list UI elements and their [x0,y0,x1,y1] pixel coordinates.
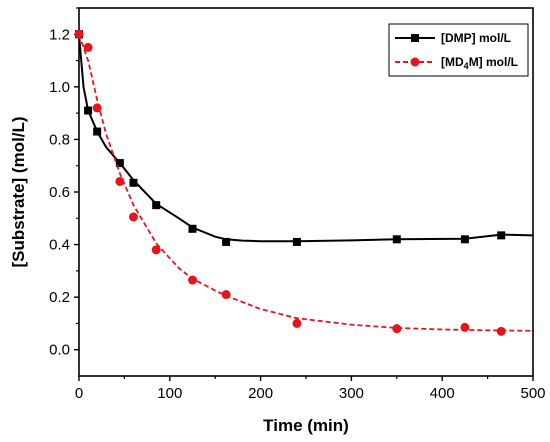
data-point [497,231,506,240]
axes: 0 100 200 300 400 500 0.0 0.2 0.4 0.6 0.8 1.0 1.2 [49,7,546,402]
x-tick-label: 0 [75,385,83,402]
data-point [128,212,138,222]
data-point [292,237,301,246]
data-point [392,235,401,244]
legend-item: [DMP] mol/L [395,31,511,45]
data-point [188,224,197,233]
x-tick-label: 400 [430,385,455,402]
y-axis-title: [Substrate] (mol/L) [9,116,28,267]
y-tick-label: 0.4 [49,237,70,254]
y-tick-label: 1.0 [49,79,70,96]
y-tick-label: 1.2 [49,26,70,43]
data-point [115,176,125,186]
data-point [115,159,124,168]
data-point [460,322,470,332]
data-point [188,275,197,285]
data-point [460,235,469,244]
series-fit-line [78,34,534,332]
data-point [151,245,161,255]
y-tick-label: 0.2 [49,289,70,306]
legend-label: [DMP] mol/L [441,31,511,45]
data-point [74,29,84,39]
data-point [392,324,402,334]
legend-marker [411,34,419,42]
x-tick-label: 500 [520,385,545,402]
data-point [92,103,102,113]
x-tick-label: 100 [157,385,182,402]
data-point [496,326,506,336]
legend-marker [410,57,420,67]
data-point [152,201,161,210]
data-point [84,106,93,115]
y-tick-label: 0.0 [49,342,70,359]
legend-item: [MD4M] mol/L [395,55,518,71]
series-layer [74,29,534,336]
data-point [292,318,302,328]
x-tick-label: 300 [339,385,364,402]
data-point [83,42,93,52]
y-tick-label: 0.6 [49,184,70,201]
legend-label: [MD4M] mol/L [441,55,518,71]
series-1 [74,29,534,336]
y-tick-label: 0.8 [49,131,70,148]
data-point [222,237,231,246]
x-tick-label: 200 [248,385,273,402]
data-point [129,178,138,187]
data-point [93,127,102,136]
legend: [DMP] mol/L [MD4M] mol/L [388,23,529,77]
x-axis-title: Time (min) [263,416,349,435]
data-point [221,290,231,300]
legend-box [388,23,529,77]
